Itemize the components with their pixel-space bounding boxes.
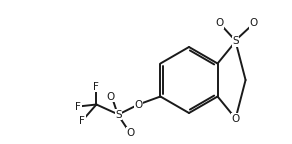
Text: F: F xyxy=(79,115,85,126)
Text: F: F xyxy=(93,82,99,91)
Text: O: O xyxy=(249,18,258,29)
Text: O: O xyxy=(232,113,240,124)
Text: F: F xyxy=(76,102,81,111)
Text: O: O xyxy=(106,91,114,102)
Text: O: O xyxy=(215,18,224,29)
Text: S: S xyxy=(115,109,122,120)
Text: O: O xyxy=(134,100,142,109)
Text: S: S xyxy=(232,36,239,47)
Text: O: O xyxy=(126,127,135,138)
